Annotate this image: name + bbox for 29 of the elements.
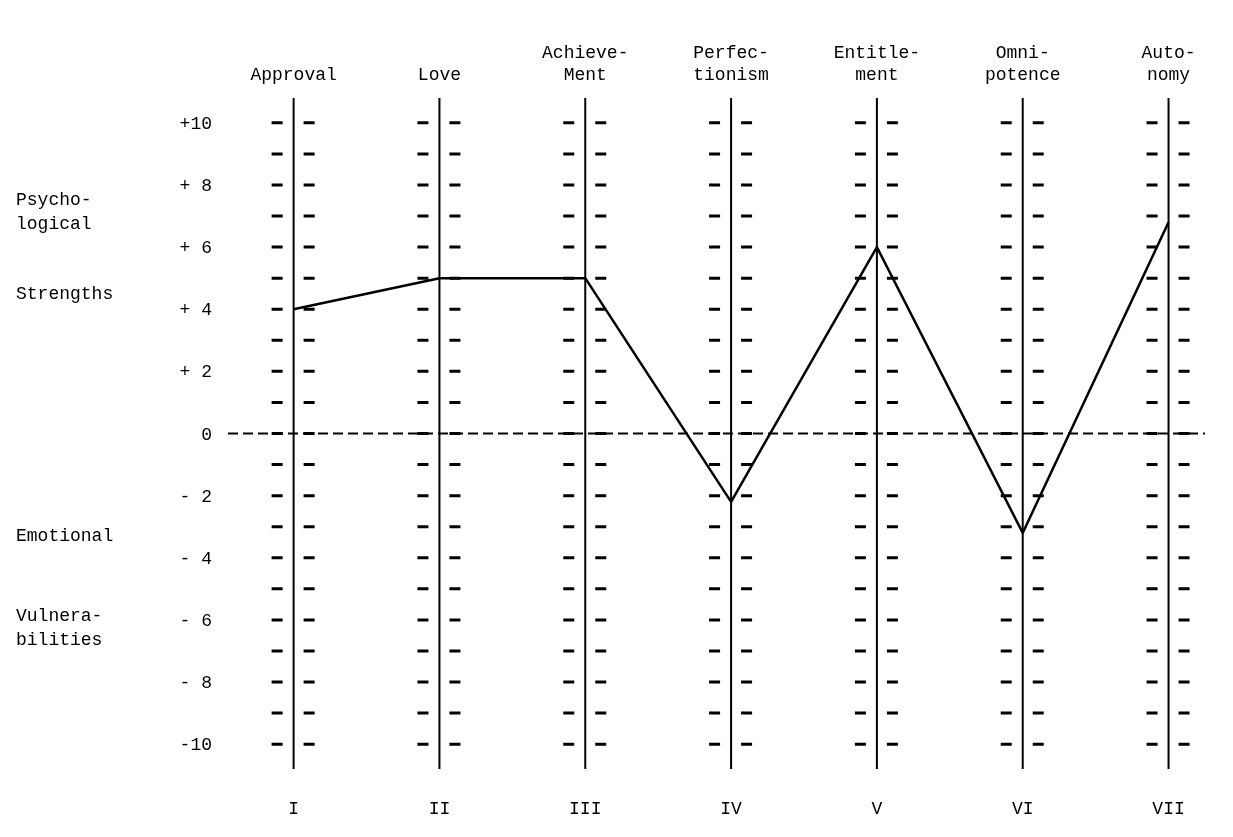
- y-tick-label: +10: [179, 113, 212, 134]
- text: Emotional: [16, 525, 114, 546]
- y-tick-label: -10: [179, 735, 212, 756]
- x-tick-label: Perfec- tionism: [693, 43, 769, 85]
- y-tick-label: - 4: [179, 548, 212, 569]
- x-tick-label: Love: [417, 65, 462, 85]
- text: Psycho- logical: [16, 190, 92, 235]
- x-tick-label: Entitle- ment: [833, 43, 921, 85]
- y-tick-label: + 4: [179, 300, 212, 321]
- text: VII: [1152, 799, 1185, 819]
- y-tick-label: + 6: [179, 238, 212, 259]
- text: Strengths: [16, 284, 114, 305]
- x-tick-label: Achieve- Ment: [542, 43, 629, 85]
- text: Vulnera- bilities: [16, 606, 103, 651]
- y-tick-label: + 8: [179, 175, 212, 196]
- text: IV: [720, 799, 743, 819]
- text: II: [428, 799, 451, 819]
- y-tick-label: + 2: [179, 362, 212, 383]
- text: I: [288, 799, 300, 819]
- y-tick-label: - 8: [179, 673, 212, 694]
- text: V: [871, 799, 883, 819]
- y-tick-label: - 6: [179, 610, 212, 631]
- y-tick-label: - 2: [179, 486, 212, 507]
- x-tick-label: Omni- potence: [984, 43, 1061, 85]
- text: VI: [1011, 799, 1034, 819]
- x-tick-label: Auto- nomy: [1141, 43, 1196, 85]
- y-tick-label: 0: [201, 424, 212, 445]
- text: III: [569, 799, 602, 819]
- x-tick-label: Approval: [250, 65, 337, 85]
